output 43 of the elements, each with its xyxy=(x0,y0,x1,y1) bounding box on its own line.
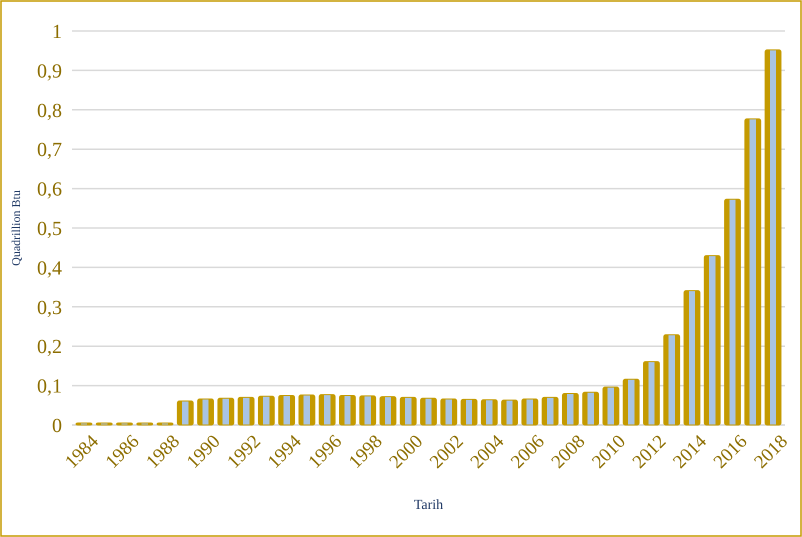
bar xyxy=(258,396,275,426)
bar xyxy=(217,398,234,426)
y-tick-label: 0,5 xyxy=(37,218,62,240)
y-tick-label: 0,6 xyxy=(37,178,62,201)
bar xyxy=(542,396,559,426)
bar xyxy=(298,394,316,426)
bar xyxy=(501,400,518,426)
y-tick-label: 0,1 xyxy=(37,376,62,398)
y-axis-title: Quadrillion Btu xyxy=(9,190,23,266)
bar xyxy=(764,49,782,426)
y-tick-label: 0,8 xyxy=(37,100,62,122)
y-tick-label: 0,3 xyxy=(37,296,62,319)
bar xyxy=(562,392,579,426)
bar xyxy=(684,290,700,426)
bar xyxy=(238,396,254,426)
bar xyxy=(318,394,336,426)
bar xyxy=(602,386,620,426)
bar xyxy=(622,378,640,426)
bar xyxy=(460,398,478,426)
bar xyxy=(724,198,741,426)
bar xyxy=(744,118,762,426)
y-tick-label: 0,4 xyxy=(37,257,62,280)
bar xyxy=(197,398,214,426)
y-tick-label: 1 xyxy=(52,21,62,43)
bar xyxy=(704,255,721,426)
bar xyxy=(663,334,680,426)
y-tick-label: 0,7 xyxy=(37,139,62,162)
bar xyxy=(480,399,498,426)
bar xyxy=(278,394,296,426)
x-axis-title: Tarih xyxy=(414,498,444,513)
bar xyxy=(380,396,396,426)
bar xyxy=(176,400,194,426)
bar xyxy=(440,398,458,426)
y-tick-label: 0 xyxy=(52,415,62,437)
bar xyxy=(359,395,376,426)
bar xyxy=(400,396,417,426)
bar xyxy=(339,394,356,426)
bar xyxy=(582,392,600,426)
bar xyxy=(420,398,437,426)
bar xyxy=(521,398,538,426)
y-tick-label: 0,9 xyxy=(37,60,62,82)
bar xyxy=(643,361,660,426)
y-tick-label: 0,2 xyxy=(37,336,62,358)
